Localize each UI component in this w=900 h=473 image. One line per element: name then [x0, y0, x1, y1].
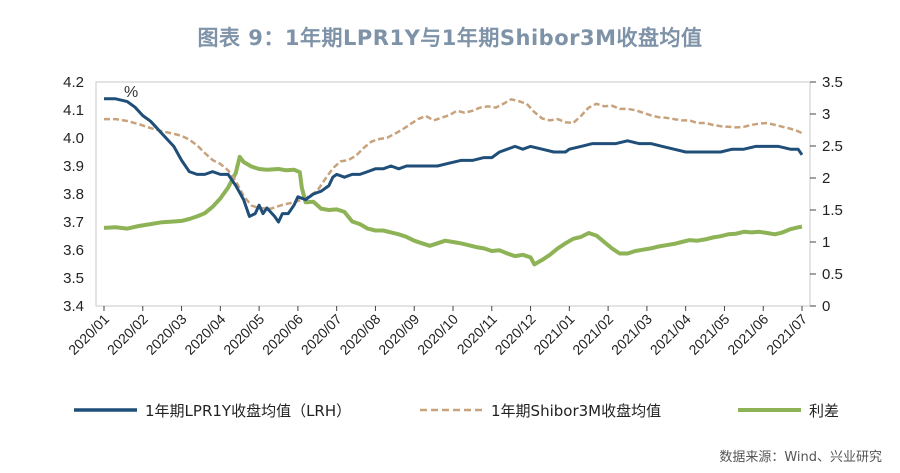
y-left-tick-label: 3.8: [63, 186, 84, 203]
y-left-tick-label: 3.9: [63, 158, 84, 175]
y-right-tick-label: 2: [822, 170, 830, 187]
y-right-tick-label: 3: [822, 106, 830, 123]
x-tick-label: 2021/06: [724, 311, 771, 358]
x-tick-label: 2020/10: [414, 311, 461, 358]
y-left-tick-label: 4.0: [63, 130, 84, 147]
series-shibor-line: [104, 98, 803, 210]
legend-label-spread: 利差: [809, 402, 839, 420]
y-left-tick-label: 3.4: [63, 298, 84, 315]
y-right-tick-label: 0.5: [822, 266, 843, 283]
legend-label-lpr: 1年期LPR1Y收盘均值（LRH）: [145, 402, 351, 420]
x-tick-label: 2020/12: [492, 311, 539, 358]
unit-label: %: [124, 84, 138, 101]
x-tick-label: 2021/02: [569, 311, 616, 358]
y-right-tick-label: 0: [822, 298, 830, 315]
x-tick-label: 2020/04: [181, 311, 228, 358]
x-tick-label: 2020/05: [220, 311, 267, 358]
y-left-tick-label: 3.6: [63, 242, 84, 259]
x-tick-label: 2020/09: [375, 311, 422, 358]
x-tick-label: 2020/02: [104, 311, 151, 358]
y-left-tick-label: 3.7: [63, 214, 84, 231]
x-tick-label: 2020/07: [298, 311, 345, 358]
x-tick-label: 2021/05: [685, 311, 732, 358]
plot-frame: [95, 81, 811, 307]
series-lpr-line: [104, 97, 804, 224]
y-right-tick-label: 2.5: [822, 138, 843, 155]
x-tick-label: 2021/03: [608, 311, 655, 358]
left-axis-ticks: 4.2 4.1 4.0 3.9 3.8 3.7 3.6 3.5 3.4: [63, 74, 84, 315]
x-tick-label: 2020/11: [454, 311, 501, 358]
y-left-tick-label: 4.1: [63, 102, 84, 119]
legend-label-shibor: 1年期Shibor3M收盘均值: [491, 402, 661, 420]
source-note: 数据来源：Wind、兴业研究: [719, 450, 882, 465]
y-right-tick-label: 1: [822, 234, 830, 251]
legend: 1年期LPR1Y收盘均值（LRH） 1年期Shibor3M收盘均值 利差: [74, 402, 839, 420]
series-spread-line: [103, 154, 803, 267]
x-tick-label: 2021/07: [763, 311, 810, 358]
y-right-tick-label: 3.5: [822, 74, 843, 91]
y-left-tick-label: 4.2: [63, 74, 84, 91]
y-left-tick-label: 3.5: [63, 270, 84, 287]
x-tick-label: 2020/01: [65, 311, 112, 358]
x-tick-label: 2020/06: [259, 311, 306, 358]
right-axis-ticks: 3.5 3 2.5 2 1.5 1 0.5 0: [810, 74, 843, 315]
x-tick-label: 2021/01: [530, 311, 577, 358]
x-tick-label: 2020/03: [143, 311, 190, 358]
series-layer: [103, 97, 804, 267]
x-tick-label: 2020/08: [336, 311, 383, 358]
x-axis-ticks: 2020/012020/022020/032020/042020/052020/…: [65, 306, 810, 358]
x-tick-label: 2021/04: [647, 311, 694, 358]
chart-title: 图表 9：1年期LPR1Y与1年期Shibor3M收盘均值: [197, 26, 703, 50]
y-right-tick-label: 1.5: [822, 202, 843, 219]
